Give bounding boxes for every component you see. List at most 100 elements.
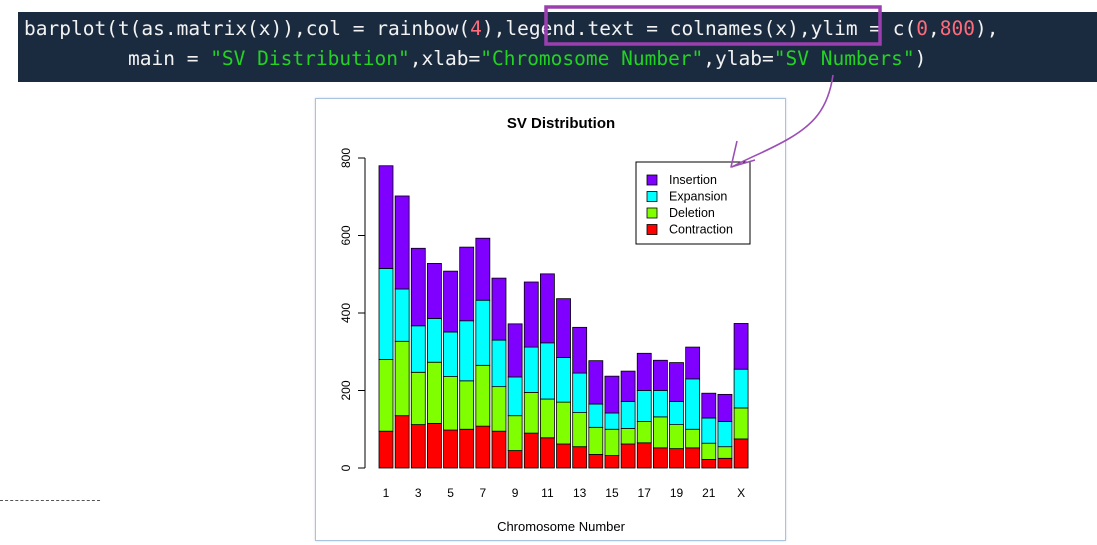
bars <box>378 165 749 469</box>
x-tick-label: 9 <box>512 486 519 500</box>
x-tick-label: 11 <box>541 486 554 500</box>
bar-segment-insertion-chr-4 <box>427 262 442 319</box>
code-text: ,ylab= <box>703 47 774 70</box>
bar-segment-deletion-chr-21 <box>701 442 717 460</box>
bar-segment-insertion-chr-18 <box>652 359 668 391</box>
code-text: ,xlab= <box>409 47 481 70</box>
bar-segment-contraction-chr-16 <box>620 443 636 469</box>
y-tick-label: 0 <box>339 464 353 471</box>
bar-segment-contraction-chr-2 <box>394 415 410 469</box>
y-tick-label: 600 <box>339 225 353 245</box>
bar-segment-insertion-chr-20 <box>685 346 701 380</box>
legend-swatch-insertion <box>646 174 658 186</box>
bar-segment-deletion-chr-16 <box>620 428 636 445</box>
dashed-rule <box>0 500 100 501</box>
bar-segment-contraction-chr-9 <box>507 450 523 469</box>
x-tick-label: 1 <box>383 486 390 500</box>
bar-segment-insertion-chr-2 <box>394 195 410 290</box>
bar-segment-expansion-chr-9 <box>507 376 523 417</box>
bar-segment-deletion-chr-5 <box>443 376 458 431</box>
x-tick-label: 17 <box>638 486 652 500</box>
bar-segment-deletion-chr-1 <box>378 359 394 432</box>
x-tick-label: 21 <box>702 486 716 500</box>
code-panel: barplot(t(as.matrix(x)),col = rainbow(4)… <box>18 12 1097 82</box>
bar-segment-contraction-chr-17 <box>636 442 652 469</box>
bar-segment-expansion-chr-8 <box>491 339 507 388</box>
bar-segment-insertion-chr-15 <box>604 375 620 414</box>
bar-segment-insertion-chr-14 <box>588 360 604 405</box>
y-tick-label: 400 <box>339 303 353 323</box>
code-string: "Chromosome Number" <box>480 47 704 70</box>
x-tick-label: 19 <box>670 486 684 500</box>
bar-segment-insertion-chr-X <box>733 323 749 370</box>
bar-segment-contraction-chr-11 <box>539 437 555 469</box>
code-text: ), <box>481 17 506 40</box>
bar-segment-insertion-chr-7 <box>475 237 491 301</box>
code-text: ,ylim = c( <box>798 17 917 40</box>
y-tick-label: 800 <box>339 148 353 168</box>
bar-segment-insertion-chr-19 <box>669 362 684 402</box>
bar-segment-contraction-chr-21 <box>701 459 717 469</box>
code-fn: barplot(t(as.matrix(x)),col = rainbow( <box>24 17 471 40</box>
legend-label-deletion: Deletion <box>669 206 715 220</box>
bar-segment-deletion-chr-19 <box>669 424 684 450</box>
bar-segment-contraction-chr-X <box>733 438 749 469</box>
bar-segment-deletion-chr-3 <box>410 371 426 426</box>
code-num: 0 <box>916 17 929 40</box>
bar-segment-expansion-chr-6 <box>459 320 475 382</box>
bar-segment-expansion-chr-14 <box>588 403 604 428</box>
legend-swatch-deletion <box>646 207 658 219</box>
bar-segment-expansion-chr-10 <box>523 346 539 393</box>
bar-segment-deletion-chr-12 <box>556 401 571 445</box>
y-axis: 0 200 400 600 800 <box>339 148 366 471</box>
bar-segment-deletion-chr-9 <box>507 415 523 451</box>
bar-segment-contraction-chr-12 <box>556 443 571 469</box>
code-num: 800 <box>939 17 975 40</box>
bar-segment-insertion-chr-13 <box>572 326 588 374</box>
bar-segment-deletion-chr-10 <box>523 392 539 434</box>
bar-segment-expansion-chr-15 <box>604 412 620 430</box>
bar-segment-expansion-chr-11 <box>539 342 555 400</box>
bar-segment-insertion-chr-8 <box>491 277 507 341</box>
bar-segment-expansion-chr-12 <box>556 357 571 403</box>
bar-segment-contraction-chr-20 <box>685 447 701 469</box>
x-tick-label: 5 <box>447 486 454 500</box>
bar-segment-insertion-chr-10 <box>523 281 539 348</box>
bar-segment-deletion-chr-X <box>733 407 749 440</box>
x-tick-label: 15 <box>605 486 619 500</box>
bar-segment-deletion-chr-14 <box>588 426 604 455</box>
bar-segment-expansion-chr-21 <box>701 417 717 444</box>
bar-segment-contraction-chr-5 <box>443 429 458 469</box>
bar-segment-contraction-chr-8 <box>491 430 507 469</box>
bar-segment-insertion-chr-21 <box>701 392 717 419</box>
bar-segment-contraction-chr-10 <box>523 432 539 469</box>
x-tick-labels: 1 3 5 7 9 11 13 15 17 19 21 X <box>383 486 745 500</box>
bar-segment-expansion-chr-19 <box>669 400 684 426</box>
bar-segment-contraction-chr-6 <box>459 428 475 469</box>
code-string: "SV Numbers" <box>773 47 915 70</box>
bar-segment-deletion-chr-2 <box>394 340 410 417</box>
legend-label-contraction: Contraction <box>669 223 733 237</box>
code-line-2: main = "SV Distribution",xlab="Chromosom… <box>128 47 926 71</box>
code-num: 4 <box>470 17 482 40</box>
bar-segment-deletion-chr-4 <box>427 361 442 424</box>
bar-segment-contraction-chr-22 <box>717 457 733 469</box>
code-string: "SV Distribution" <box>210 47 410 70</box>
code-text: main = <box>128 47 211 70</box>
bar-segment-expansion-chr-7 <box>475 299 491 366</box>
legend-label-expansion: Expansion <box>669 190 727 204</box>
bar-segment-deletion-chr-6 <box>459 380 475 430</box>
legend-swatch-expansion <box>646 191 658 202</box>
bar-segment-deletion-chr-13 <box>572 412 588 448</box>
legend: Insertion Expansion Deletion Contraction <box>635 161 751 245</box>
bar-segment-expansion-chr-20 <box>685 378 701 430</box>
bar-segment-insertion-chr-6 <box>459 246 475 322</box>
bar-segment-contraction-chr-15 <box>604 455 620 469</box>
bar-segment-expansion-chr-18 <box>652 390 668 418</box>
bar-segment-expansion-chr-1 <box>378 268 394 360</box>
bar-segment-insertion-chr-9 <box>507 323 523 378</box>
bar-segment-contraction-chr-4 <box>427 423 442 469</box>
y-tick-label: 200 <box>339 380 353 400</box>
bar-segment-deletion-chr-8 <box>491 386 507 432</box>
bar-segment-expansion-chr-X <box>733 368 749 409</box>
